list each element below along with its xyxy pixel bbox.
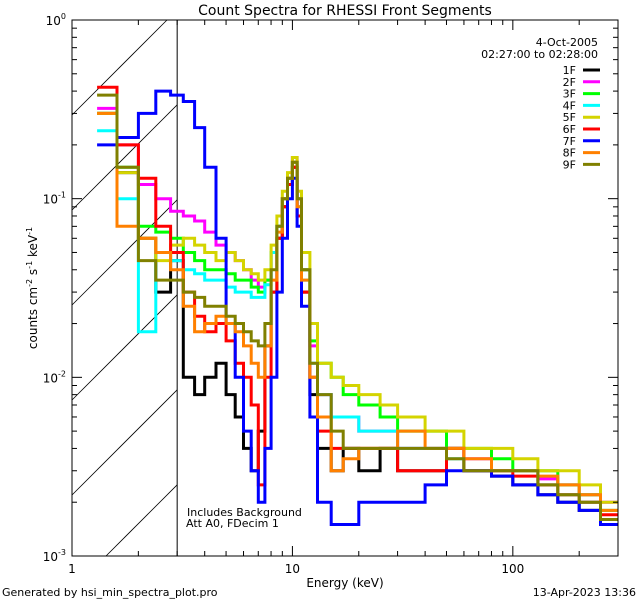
series-5F — [97, 111, 618, 504]
legend-label-1F: 1F — [563, 64, 576, 77]
hatch-line — [71, 389, 178, 496]
series-9F — [97, 93, 618, 521]
hatched-background-region — [71, 19, 178, 557]
hatch-line — [71, 104, 178, 211]
annotation-background: Includes Background — [187, 506, 302, 519]
hatch-line — [105, 484, 178, 557]
y-tick-label: 100 — [46, 12, 66, 28]
hatch-line — [71, 294, 178, 401]
legend-label-3F: 3F — [563, 88, 576, 101]
x-axis-label: Energy (keV) — [306, 576, 383, 590]
legend-time-range: 02:27:00 to 02:28:00 — [481, 48, 598, 61]
legend-label-6F: 6F — [563, 123, 576, 136]
footer-timestamp: 13-Apr-2023 13:36 — [533, 586, 636, 599]
hatch-line — [71, 199, 178, 306]
y-tick-label: 10-1 — [43, 191, 66, 207]
y-tick-label: 10-2 — [43, 369, 66, 385]
legend-label-7F: 7F — [563, 135, 576, 148]
plot-frame — [71, 19, 619, 557]
legend-label-8F: 8F — [563, 147, 576, 160]
chart-title: Count Spectra for RHESSI Front Segments — [198, 3, 492, 19]
y-tick-label: 10-3 — [43, 548, 66, 564]
x-tick-label: 10 — [285, 562, 300, 576]
series-1F — [97, 111, 618, 526]
legend-label-9F: 9F — [563, 158, 576, 171]
legend-label-5F: 5F — [563, 111, 576, 124]
legend-date: 4-Oct-2005 — [536, 36, 598, 49]
legend-label-2F: 2F — [563, 76, 576, 89]
x-tick-label: 100 — [501, 562, 524, 576]
legend-label-4F: 4F — [563, 99, 576, 112]
series-2F — [97, 106, 618, 504]
footer-generated-by: Generated by hsi_min_spectra_plot.pro — [2, 586, 218, 599]
x-tick-label: 1 — [68, 562, 76, 576]
series-8F — [97, 111, 618, 512]
y-axis-label: counts cm-2 s-1 keV-1 — [25, 227, 40, 349]
annotation-attenuator: Att A0, FDecim 1 — [186, 517, 279, 530]
hatch-line — [71, 19, 168, 116]
